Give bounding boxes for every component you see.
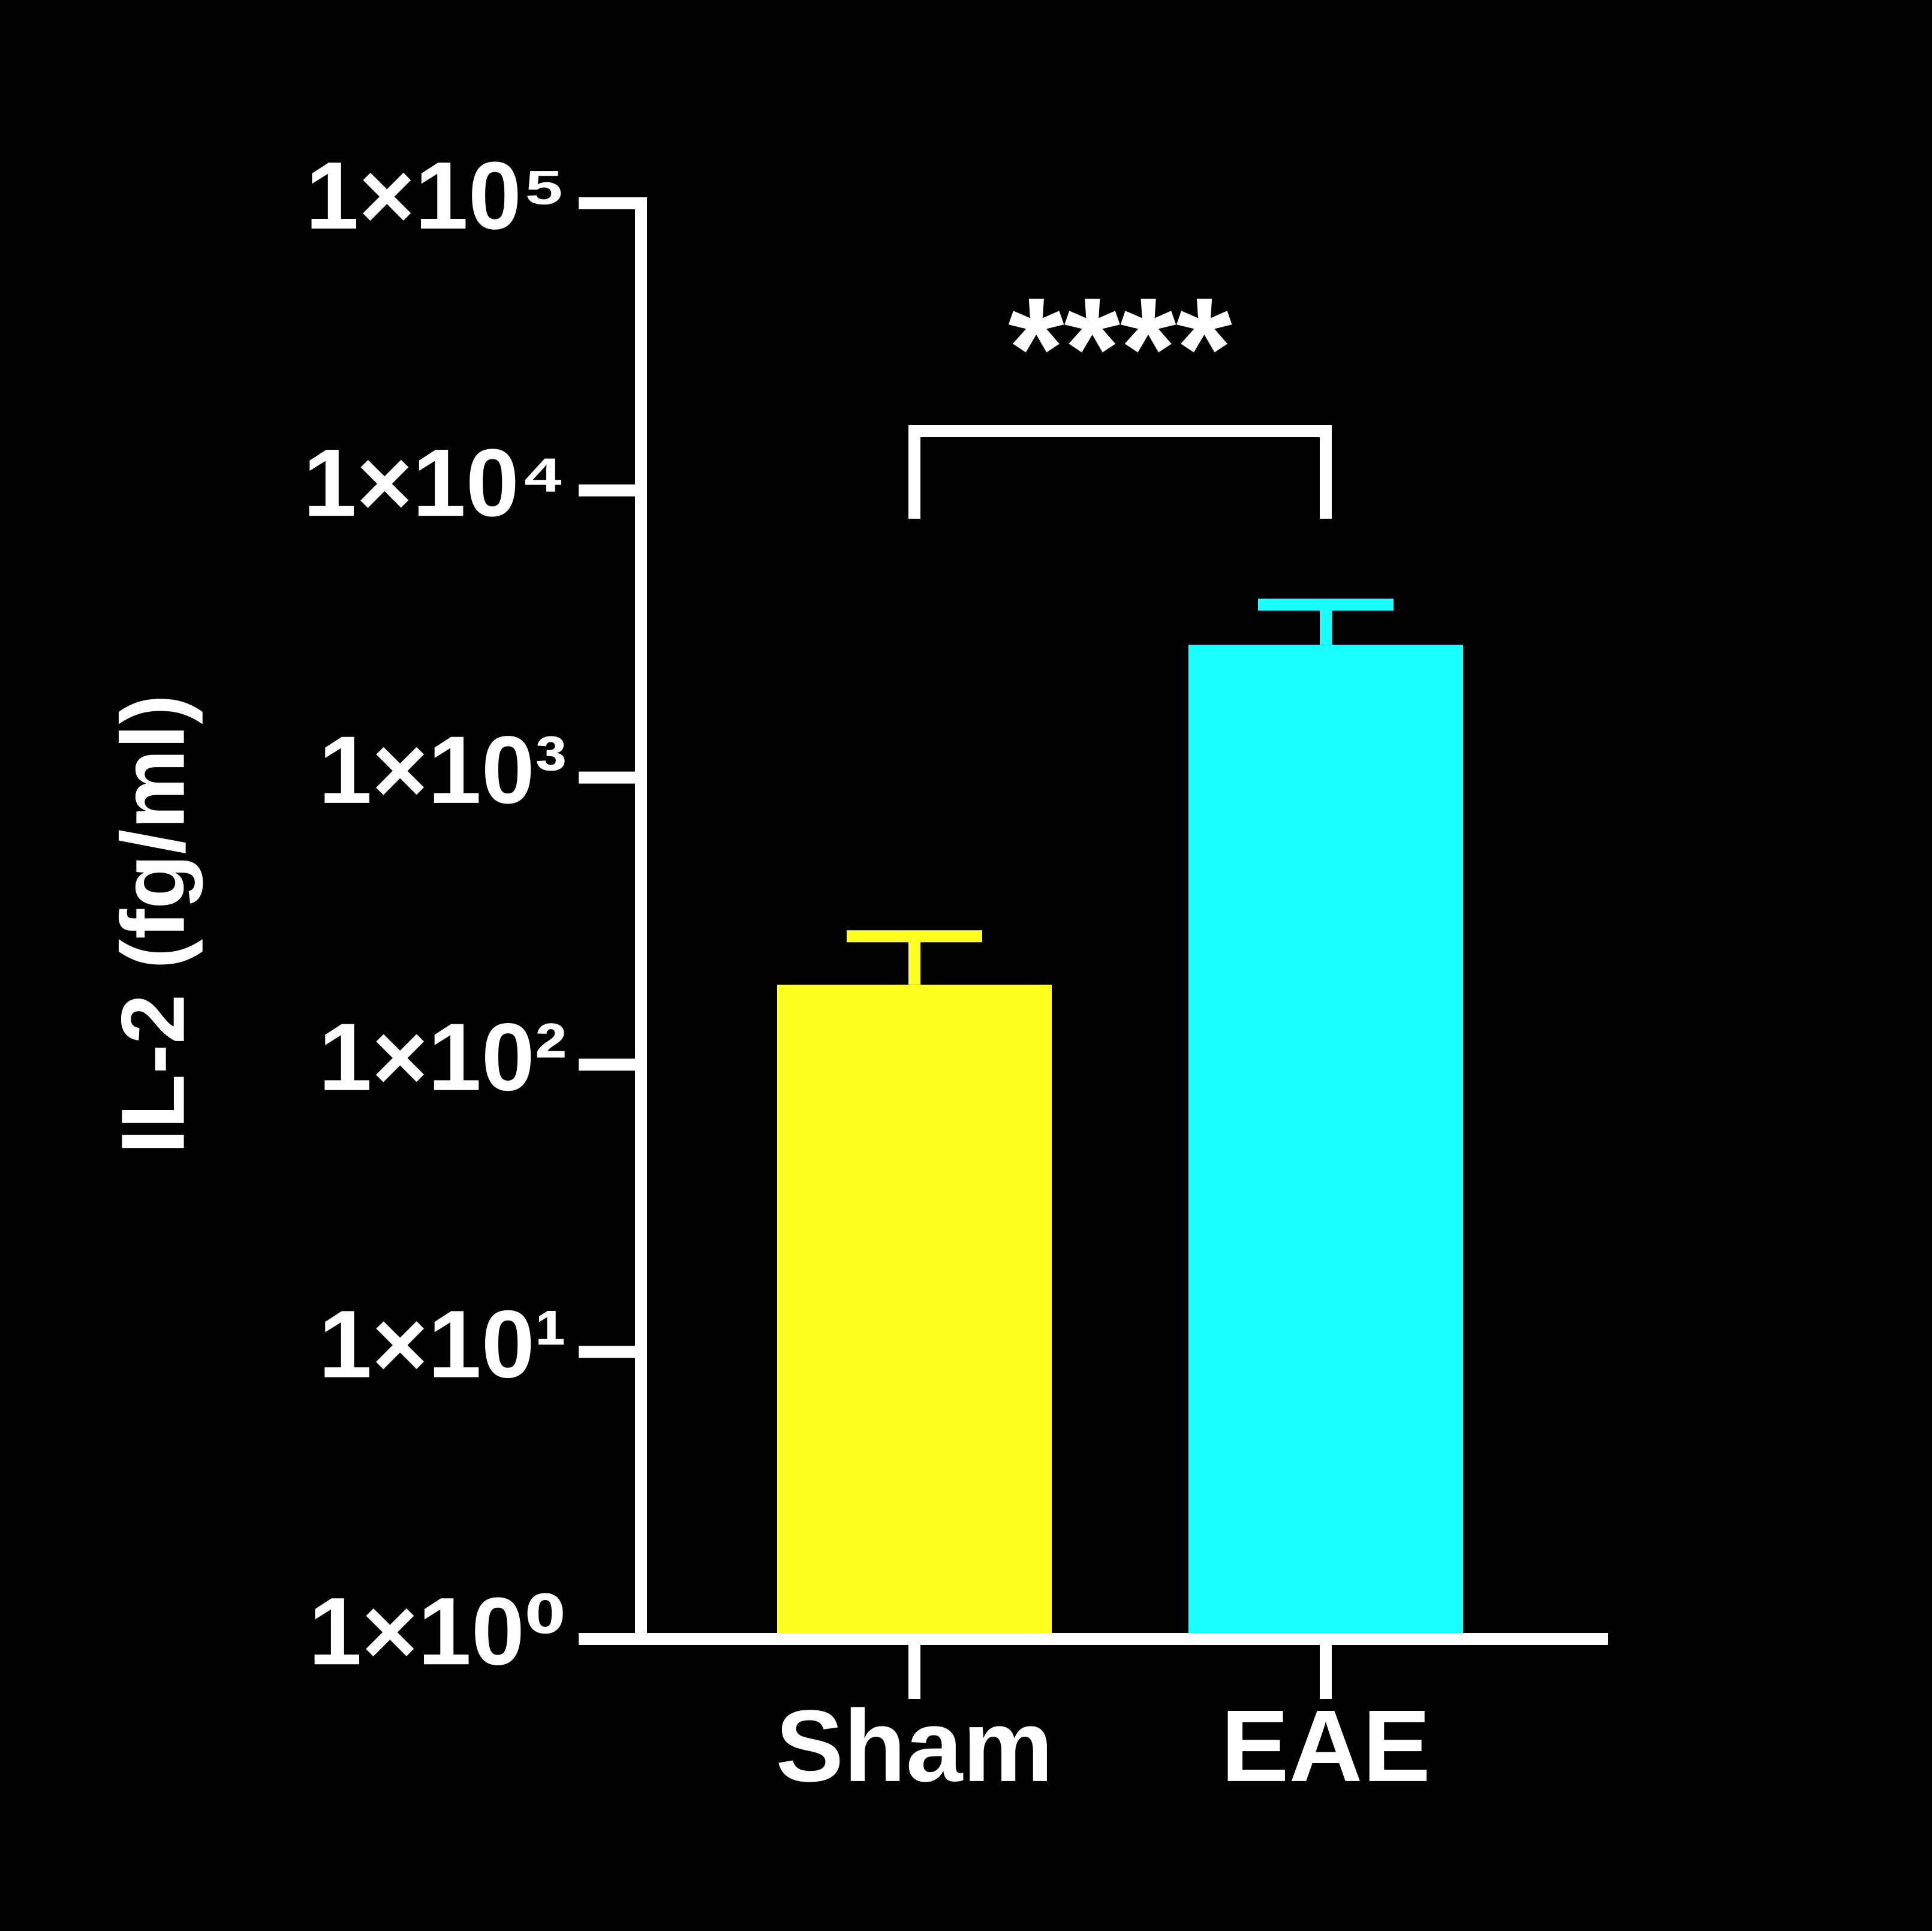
- x-tick-label: EAE: [1221, 1689, 1431, 1803]
- y-tick-label: 1×10⁰: [309, 1577, 567, 1685]
- x-tick-label: Sham: [776, 1689, 1054, 1803]
- y-tick-label: 1×10¹: [318, 1290, 567, 1397]
- y-tick-label: 1×10³: [318, 716, 567, 823]
- significance-bracket: [908, 425, 1332, 519]
- y-tick-label: 1×10⁴: [303, 429, 567, 536]
- bar: [1188, 645, 1463, 1633]
- y-axis-title: IL-2 (fg/ml): [103, 694, 203, 1154]
- bar: [777, 984, 1052, 1633]
- y-tick-label: 1×10⁵: [305, 142, 567, 249]
- y-tick-label: 1×10²: [318, 1003, 567, 1111]
- significance-label: ****: [1008, 267, 1232, 428]
